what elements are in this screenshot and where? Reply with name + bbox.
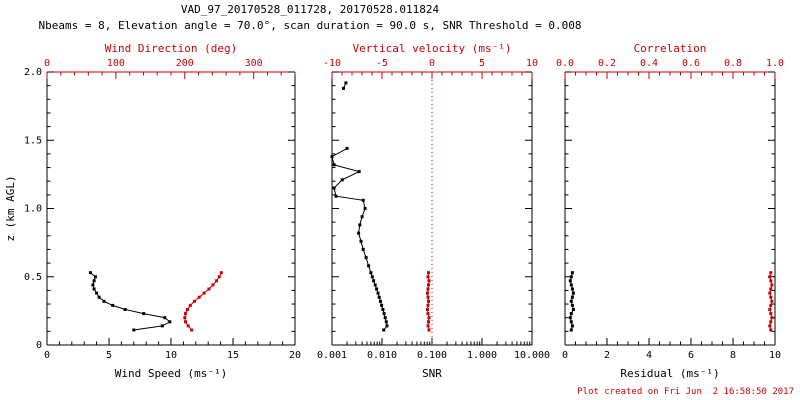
tick-label-z: 2.0 <box>24 67 42 78</box>
tick-label-snr-top: 0 <box>429 58 435 69</box>
tick-label-snr-bottom: 0.001 <box>317 350 347 361</box>
series-residual <box>568 271 575 332</box>
series-vertical-velocity <box>426 271 431 332</box>
tick-label-residual-top: 1.0 <box>766 58 784 69</box>
tick-label-wind-bottom: 20 <box>289 350 301 361</box>
plot-title: VAD_97_20170528_011728, 20170528.011824 <box>180 3 440 16</box>
tick-label-residual-top: 0.8 <box>724 58 742 69</box>
tick-label-residual-bottom: 6 <box>688 350 694 361</box>
tick-label-wind-bottom: 15 <box>227 350 239 361</box>
panel-residual: 0 2 4 6 8 10 Residual (ms⁻¹) 0.0 0.2 0.4 0.6 0.8 1.0… <box>556 42 784 380</box>
axis-label-z: z (km AGL) <box>4 175 17 241</box>
tick-label-snr-bottom: 0.010 <box>367 350 397 361</box>
series-snr-upper <box>342 81 348 90</box>
series-correlation <box>768 271 774 332</box>
tick-label-z: 1.0 <box>24 204 42 215</box>
tick-label-snr-top: -5 <box>376 58 388 69</box>
tick-label-residual-top: 0.4 <box>640 58 658 69</box>
tick-label-residual-bottom: 4 <box>646 350 652 361</box>
tick-label-z: 1.5 <box>24 135 42 146</box>
panel-snr: 0.001 0.010 0.100 1.000 10.000 SNR -10 -5 0 5 10 Ve… <box>317 42 550 380</box>
tick-label-residual-bottom: 0 <box>562 350 568 361</box>
panel-wind: 0 5 10 15 20 Wind Speed (ms⁻¹) 0 100 200 300 Wind … <box>24 42 301 380</box>
axis-label-residual-bottom: Residual (ms⁻¹) <box>620 367 719 380</box>
tick-label-residual-bottom: 10 <box>769 350 781 361</box>
tick-label-z: 0.5 <box>24 272 42 283</box>
tick-label-residual-bottom: 2 <box>604 350 610 361</box>
tick-label-residual-bottom: 8 <box>730 350 736 361</box>
axis-label-wind-bottom: Wind Speed (ms⁻¹) <box>115 367 228 380</box>
tick-label-z: 0 <box>36 340 42 351</box>
axis-label-residual-top: Correlation <box>634 42 707 55</box>
tick-label-residual-top: 0.2 <box>598 58 616 69</box>
series-wind-speed <box>88 271 172 332</box>
axis-label-snr-top: Vertical velocity (ms⁻¹) <box>353 42 512 55</box>
tick-label-wind-top: 0 <box>44 58 50 69</box>
tick-label-residual-top: 0.6 <box>682 58 700 69</box>
axis-label-wind-top: Wind Direction (deg) <box>105 42 237 55</box>
series-snr-profile <box>330 146 389 332</box>
tick-label-snr-bottom: 0.100 <box>417 350 447 361</box>
tick-label-wind-bottom: 10 <box>165 350 177 361</box>
tick-label-wind-top: 300 <box>245 58 263 69</box>
series-wind-direction <box>183 271 223 332</box>
tick-label-residual-top: 0.0 <box>556 58 574 69</box>
tick-label-wind-top: 100 <box>107 58 125 69</box>
tick-label-snr-top: 10 <box>526 58 538 69</box>
tick-label-wind-bottom: 5 <box>106 350 112 361</box>
plot-created-timestamp: Plot created on Fri Jun 2 16:58:50 2017 <box>577 387 794 397</box>
plot-subtitle: Nbeams = 8, Elevation angle = 70.0°, sca… <box>38 19 582 32</box>
tick-label-snr-bottom: 1.000 <box>467 350 497 361</box>
tick-label-snr-top: 5 <box>479 58 485 69</box>
tick-label-snr-bottom: 10.000 <box>514 350 550 361</box>
axis-label-snr-bottom: SNR <box>422 367 442 380</box>
tick-label-wind-bottom: 0 <box>44 350 50 361</box>
tick-label-snr-top: -10 <box>323 58 341 69</box>
tick-label-wind-top: 200 <box>176 58 194 69</box>
